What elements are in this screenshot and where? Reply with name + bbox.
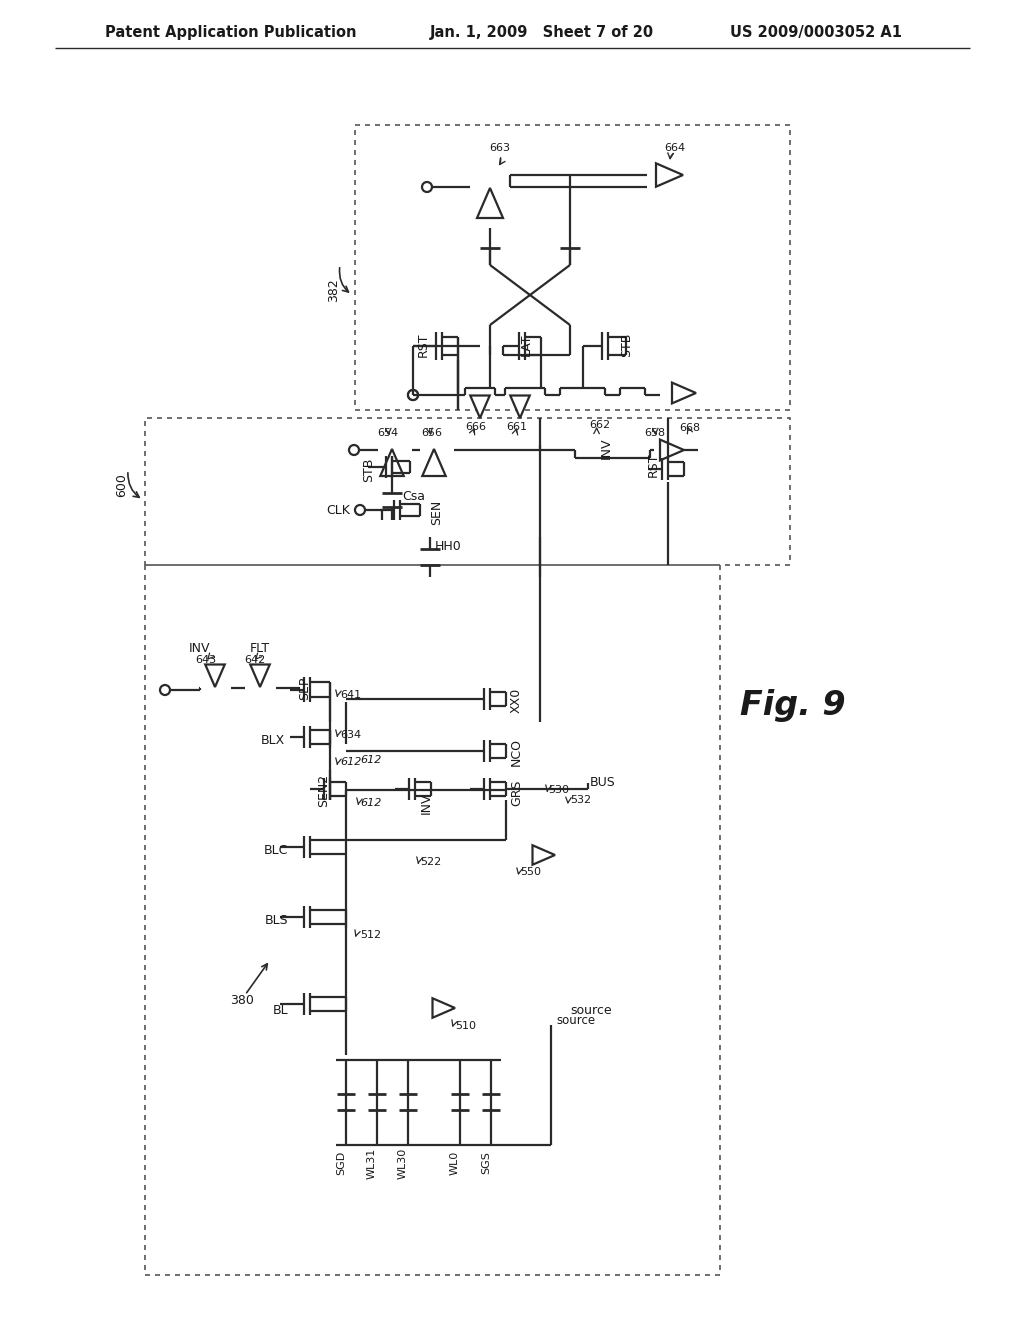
Text: 656: 656 [422,428,442,438]
Polygon shape [477,187,503,218]
Text: 510: 510 [455,1020,476,1031]
Text: 512: 512 [360,931,381,940]
Text: 382: 382 [327,279,340,302]
Text: WL30: WL30 [398,1147,408,1179]
Polygon shape [432,998,455,1018]
Polygon shape [510,396,529,418]
Text: 530: 530 [548,785,569,795]
Text: WL31: WL31 [367,1147,377,1179]
Text: 532: 532 [570,795,591,805]
Text: INV: INV [189,642,211,655]
Text: LAT: LAT [520,334,534,356]
Polygon shape [380,449,403,477]
Text: BUS: BUS [590,776,615,789]
Text: INV: INV [420,792,433,813]
Text: 522: 522 [420,857,441,867]
Text: 380: 380 [230,994,254,1006]
Text: SEN2: SEN2 [317,774,330,807]
Text: 668: 668 [680,422,700,433]
Polygon shape [532,845,555,865]
Polygon shape [470,396,489,418]
Polygon shape [250,664,269,686]
Text: HH0: HH0 [435,540,462,553]
Text: Jan. 1, 2009   Sheet 7 of 20: Jan. 1, 2009 Sheet 7 of 20 [430,25,654,41]
Circle shape [355,506,365,515]
Polygon shape [422,449,445,477]
Text: 600: 600 [115,473,128,496]
Text: 642: 642 [245,655,265,665]
Polygon shape [660,440,684,461]
Text: 666: 666 [466,422,486,432]
Text: BLX: BLX [261,734,285,747]
Text: BLS: BLS [264,913,288,927]
Bar [355,125,790,411]
Text: 641: 641 [340,690,361,700]
Text: XX0: XX0 [510,688,523,713]
Text: 663: 663 [489,143,511,153]
Text: 654: 654 [378,428,398,438]
Text: Patent Application Publication: Patent Application Publication [105,25,356,41]
Text: source: source [570,1003,611,1016]
Text: Fig. 9: Fig. 9 [740,689,846,722]
Circle shape [408,389,418,400]
Text: 664: 664 [665,143,685,153]
Text: NCO: NCO [510,738,523,766]
Text: 662: 662 [590,420,610,430]
Polygon shape [672,383,696,404]
Text: Csa: Csa [402,491,425,503]
Text: 612: 612 [340,756,361,767]
Text: INV: INV [600,437,613,459]
Text: CLK: CLK [326,503,350,516]
Text: SGD: SGD [336,1151,346,1175]
Text: SGS: SGS [481,1151,490,1175]
Text: source: source [556,1014,595,1027]
Bar [145,565,720,1275]
Text: STB: STB [362,458,375,482]
Text: STB: STB [620,333,633,358]
Text: BLC: BLC [263,843,288,857]
Text: BL: BL [272,1003,288,1016]
Text: SEP: SEP [298,676,311,700]
Bar [145,418,790,565]
Circle shape [160,685,170,696]
Polygon shape [205,664,224,686]
Text: GRS: GRS [510,780,523,807]
Circle shape [422,182,432,191]
Text: 643: 643 [196,655,216,665]
Text: US 2009/0003052 A1: US 2009/0003052 A1 [730,25,902,41]
Polygon shape [656,164,683,186]
Circle shape [408,389,418,400]
Text: 612: 612 [360,755,381,766]
Text: 658: 658 [644,428,666,438]
Text: 634: 634 [340,730,361,741]
Text: WL0: WL0 [450,1151,460,1175]
Text: RST: RST [417,333,430,358]
Circle shape [349,445,359,455]
Text: 661: 661 [507,422,527,432]
Text: RST: RST [647,453,660,478]
Text: 612: 612 [360,799,381,808]
Text: FLT: FLT [250,642,270,655]
Text: SEN: SEN [430,499,443,524]
Text: 550: 550 [520,867,541,876]
